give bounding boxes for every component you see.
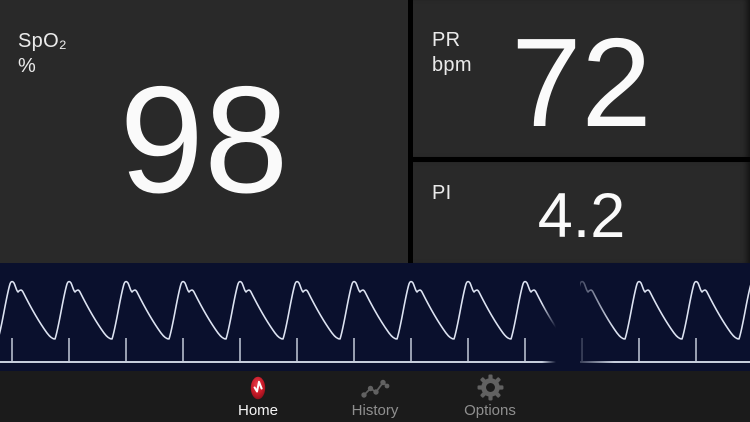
pi-panel: PI 4.2 <box>413 162 750 263</box>
tab-history[interactable]: History <box>327 373 423 419</box>
tab-options-label: Options <box>464 402 516 419</box>
pr-unit: bpm <box>432 54 472 76</box>
pi-label: PI <box>432 182 452 204</box>
tab-options[interactable]: Options <box>442 373 538 419</box>
pr-panel: PR bpm 72 <box>413 0 750 157</box>
gear-icon <box>477 373 504 401</box>
spo2-label-block: SpO₂ % <box>18 29 67 79</box>
spo2-label: SpO₂ <box>18 30 67 52</box>
tab-home-label: Home <box>237 402 278 419</box>
pulse-brand-icon <box>245 373 271 401</box>
pr-value: 72 <box>511 12 652 153</box>
pi-value: 4.2 <box>537 181 626 251</box>
tab-history-label: History <box>351 402 399 419</box>
tab-bar: Home History <box>0 371 750 422</box>
tab-home[interactable]: Home <box>210 373 306 419</box>
spo2-panel: SpO₂ % 98 <box>0 0 408 263</box>
spo2-unit: % <box>18 55 37 77</box>
pleth-waveform-svg <box>0 263 750 371</box>
pr-label-block: PR bpm <box>432 28 472 78</box>
trend-chart-icon <box>360 373 390 401</box>
spo2-value: 98 <box>119 55 289 225</box>
pr-label: PR <box>432 29 461 51</box>
pleth-waveform <box>0 263 750 371</box>
